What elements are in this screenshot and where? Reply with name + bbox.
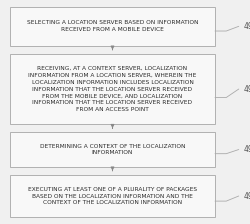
FancyBboxPatch shape	[10, 175, 215, 217]
Text: 492: 492	[244, 84, 250, 94]
Text: RECEIVING, AT A CONTEXT SERVER, LOCALIZATION
INFORMATION FROM A LOCATION SERVER,: RECEIVING, AT A CONTEXT SERVER, LOCALIZA…	[28, 66, 197, 112]
FancyBboxPatch shape	[10, 132, 215, 167]
Text: DETERMINING A CONTEXT OF THE LOCALIZATION
INFORMATION: DETERMINING A CONTEXT OF THE LOCALIZATIO…	[40, 144, 185, 155]
FancyBboxPatch shape	[10, 54, 215, 124]
Text: 494: 494	[244, 145, 250, 154]
Text: EXECUTING AT LEAST ONE OF A PLURALITY OF PACKAGES
BASED ON THE LOCALIZATION INFO: EXECUTING AT LEAST ONE OF A PLURALITY OF…	[28, 187, 197, 205]
Text: SELECTING A LOCATION SERVER BASED ON INFORMATION
RECEIVED FROM A MOBILE DEVICE: SELECTING A LOCATION SERVER BASED ON INF…	[27, 20, 198, 32]
Text: 496: 496	[244, 192, 250, 200]
FancyBboxPatch shape	[10, 7, 215, 46]
Text: 490: 490	[244, 22, 250, 31]
